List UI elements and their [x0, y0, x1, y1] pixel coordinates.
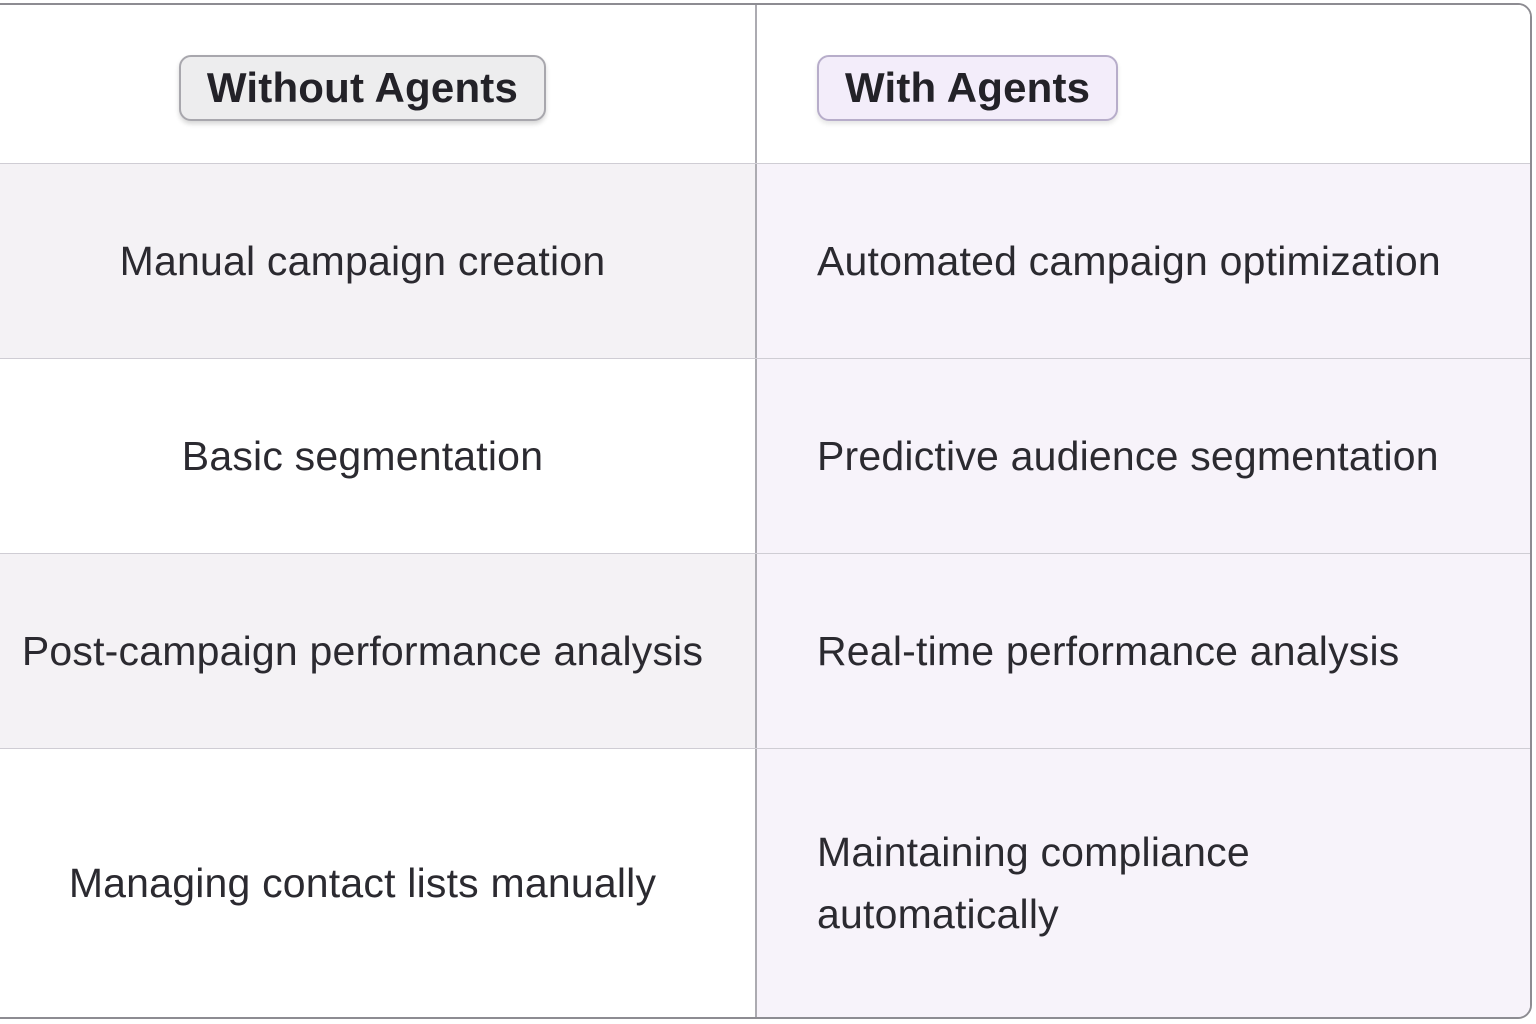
cell-text: Real-time performance analysis [817, 628, 1400, 674]
table-row: Managing contact lists manually Maintain… [0, 748, 1530, 1017]
table-header-row: Without Agents With Agents [0, 5, 1530, 163]
cell-text: Predictive audience segmentation [817, 433, 1439, 479]
cell-text: Maintaining compliance automatically [817, 829, 1250, 937]
without-agents-badge[interactable]: Without Agents [178, 55, 547, 121]
cell-with-row-3: Real-time performance analysis [755, 554, 1530, 748]
cell-without-row-2: Basic segmentation [0, 359, 755, 553]
cell-without-row-4: Managing contact lists manually [0, 749, 755, 1017]
cell-text: Manual campaign creation [119, 238, 606, 284]
table-row: Basic segmentation Predictive audience s… [0, 358, 1530, 553]
table-row: Manual campaign creation Automated campa… [0, 163, 1530, 358]
cell-without-row-1: Manual campaign creation [0, 164, 755, 358]
header-cell-with: With Agents [755, 5, 1530, 163]
cell-text: Post-campaign performance analysis [21, 628, 704, 674]
cell-without-row-3: Post-campaign performance analysis [0, 554, 755, 748]
table-row: Post-campaign performance analysis Real-… [0, 553, 1530, 748]
comparison-table: Without Agents With Agents Manual campai… [0, 3, 1532, 1019]
cell-with-row-1: Automated campaign optimization [755, 164, 1530, 358]
cell-text: Automated campaign optimization [817, 238, 1441, 284]
with-agents-badge[interactable]: With Agents [817, 55, 1119, 121]
cell-with-row-2: Predictive audience segmentation [755, 359, 1530, 553]
cell-text: Managing contact lists manually [68, 860, 657, 906]
header-cell-without: Without Agents [0, 5, 755, 163]
cell-with-row-4: Maintaining compliance automatically [755, 749, 1530, 1017]
cell-text: Basic segmentation [181, 433, 544, 479]
